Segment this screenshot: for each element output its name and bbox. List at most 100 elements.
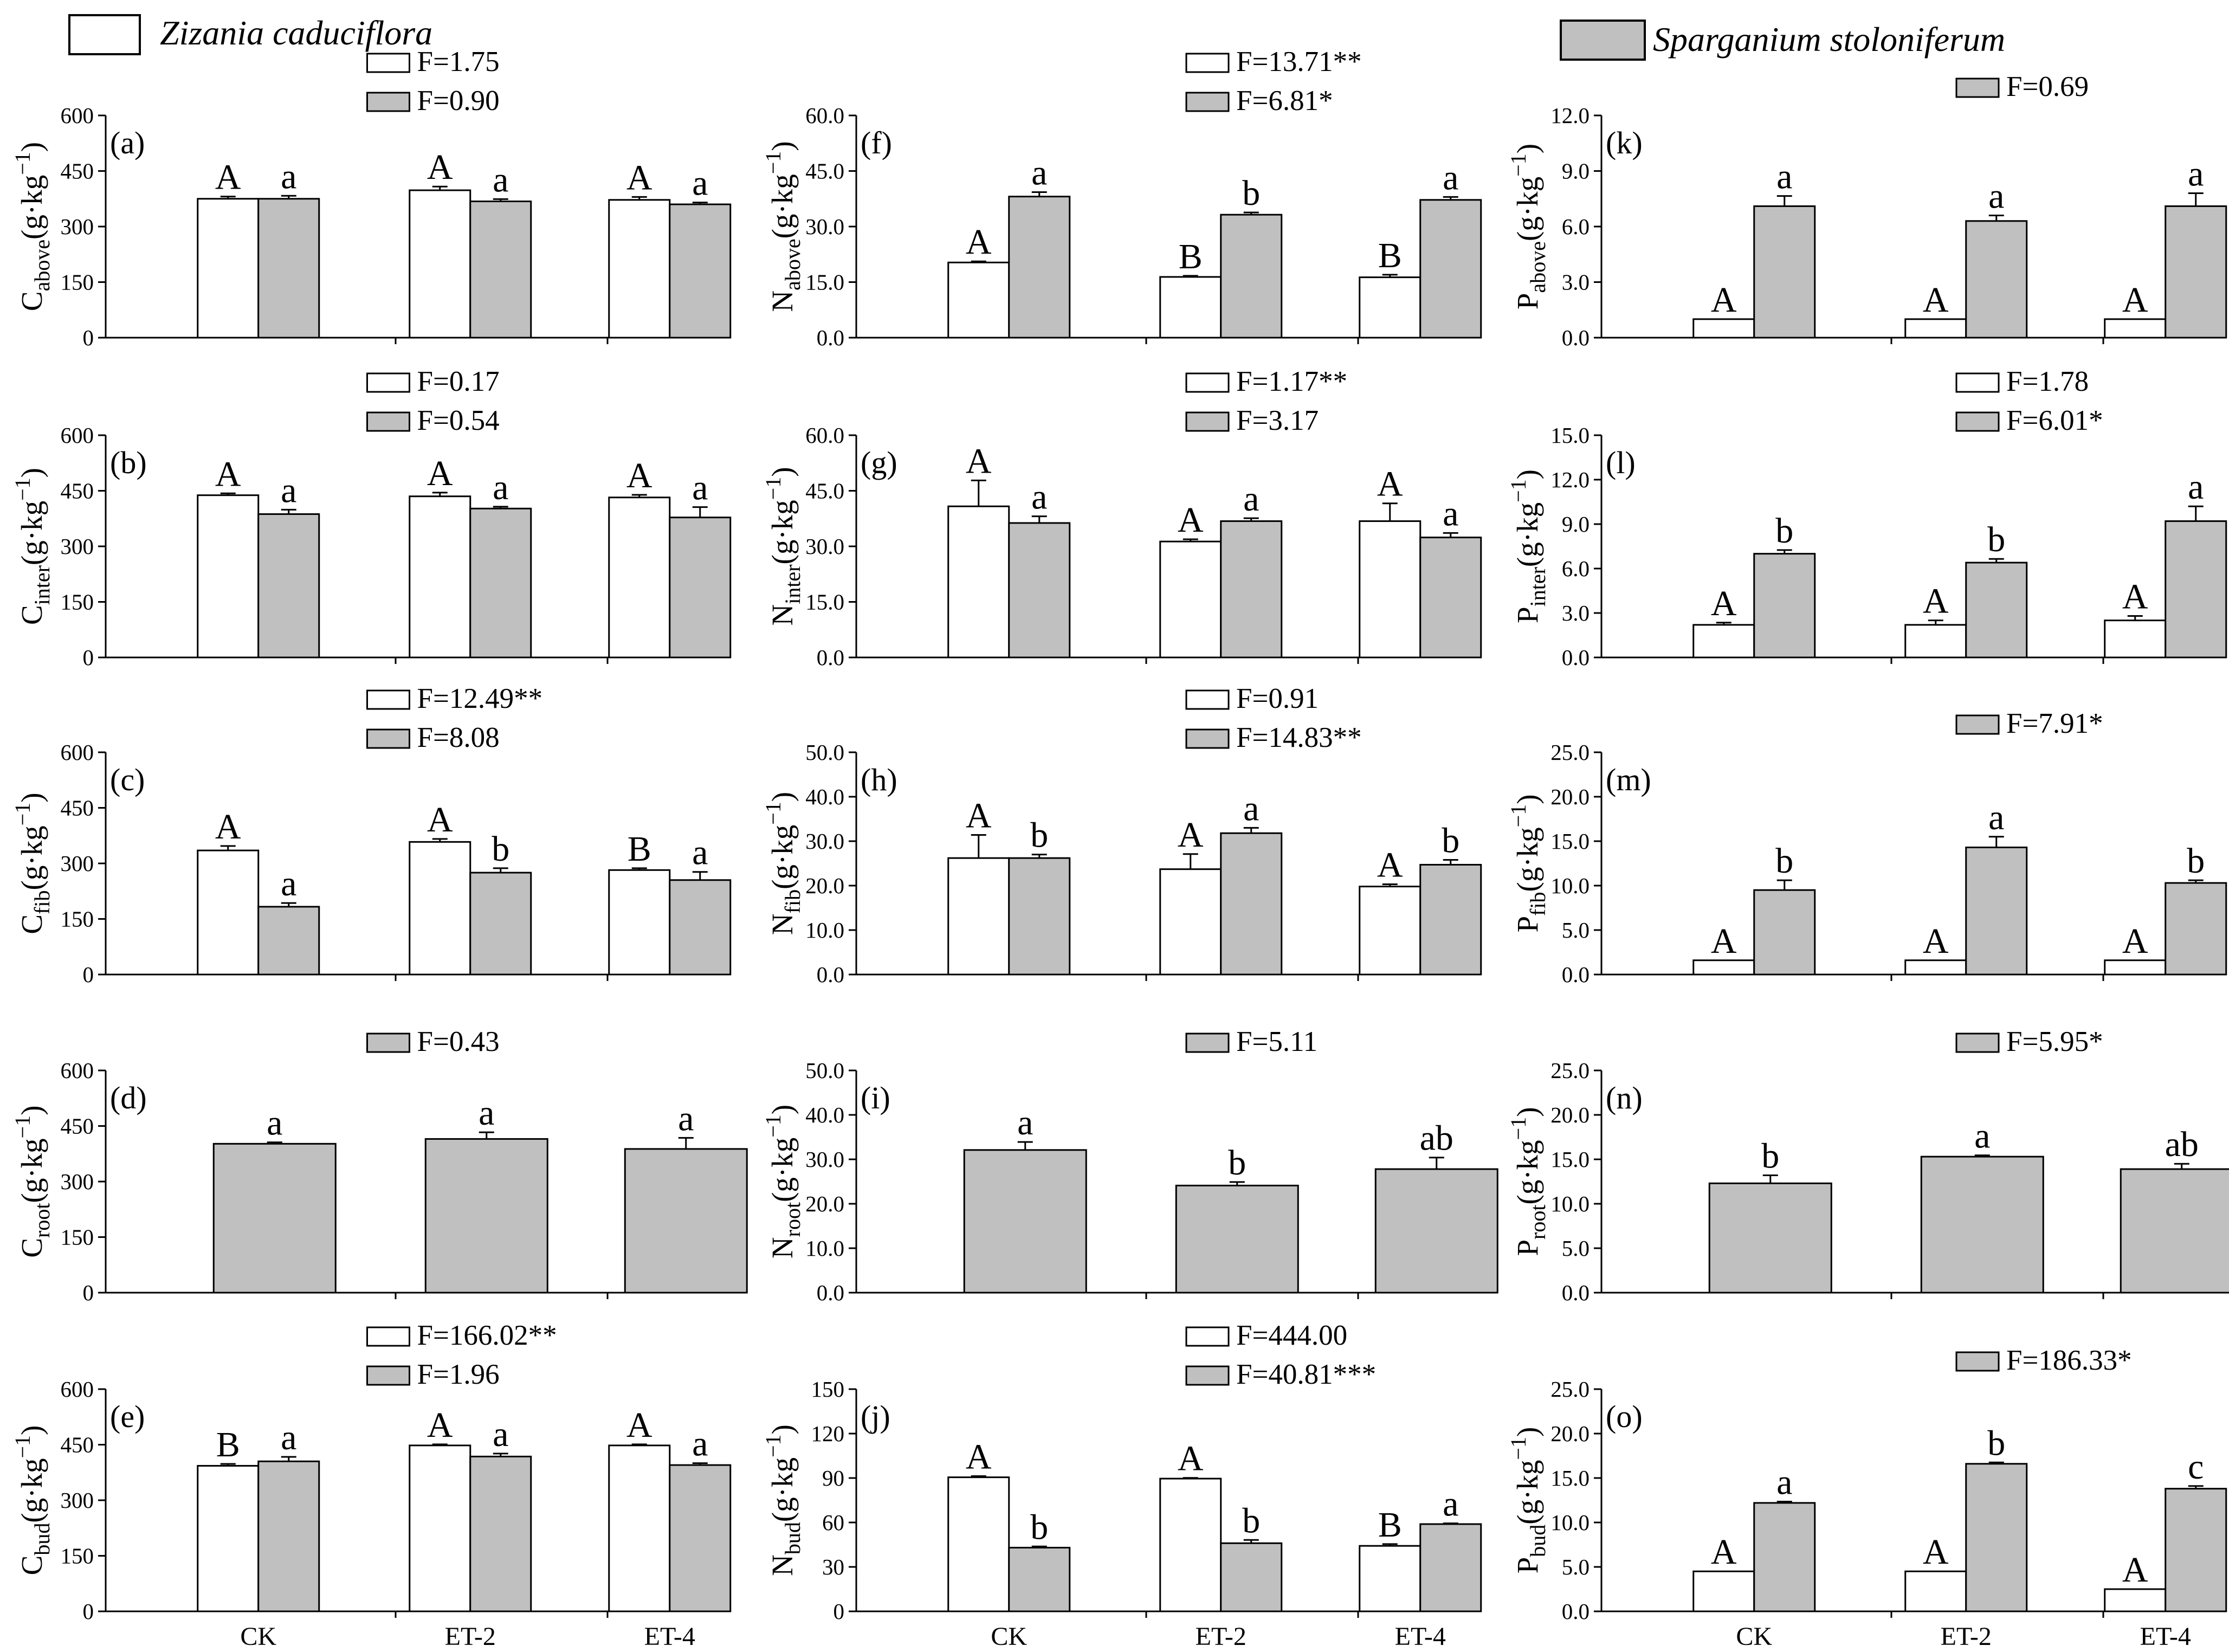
y-label-exp: −1 xyxy=(1506,153,1530,177)
x-category-label: ET-4 xyxy=(644,1622,695,1651)
panel-label: (g) xyxy=(861,445,897,480)
y-tick-label: 45.0 xyxy=(805,159,844,184)
significance-letter: b xyxy=(1242,173,1260,213)
y-tick-label: 600 xyxy=(61,1377,94,1402)
significance-letter: A xyxy=(2122,577,2148,616)
y-label-sub: bud xyxy=(780,1522,805,1554)
y-label-close: ) xyxy=(1511,794,1544,804)
y-tick-label: 15.0 xyxy=(805,270,844,295)
y-label-element: C xyxy=(15,605,48,625)
f-legend-swatch xyxy=(1185,728,1230,749)
significance-letter: A xyxy=(1178,1439,1204,1479)
significance-letter: B xyxy=(628,829,651,869)
y-label-element: P xyxy=(1511,916,1544,933)
y-tick-label: 0.0 xyxy=(1562,325,1590,350)
significance-letter: b xyxy=(492,829,509,869)
significance-letter: a xyxy=(692,468,708,508)
y-label-unit: (g·kg xyxy=(15,1138,48,1203)
y-tick-label: 15.0 xyxy=(1550,1147,1590,1172)
y-tick-label: 60 xyxy=(822,1510,844,1535)
y-tick-label: 0.0 xyxy=(817,325,844,350)
significance-letter: A xyxy=(1711,921,1737,961)
y-label-element: N xyxy=(766,1554,799,1576)
y-label-element: P xyxy=(1511,293,1544,309)
y-tick-label: 25.0 xyxy=(1550,740,1590,765)
bar-sparganium-CK xyxy=(257,1460,320,1612)
y-tick-label: 600 xyxy=(61,103,94,128)
y-label-exp: −1 xyxy=(761,1434,785,1457)
y-label-exp: −1 xyxy=(761,1114,785,1138)
y-tick-label: 0 xyxy=(834,1599,845,1624)
significance-letter: A xyxy=(1711,1532,1737,1572)
y-axis-label: Pinter(g·kg−1) xyxy=(1506,469,1550,623)
bar-zizania-CK xyxy=(1692,318,1755,339)
y-label-element: N xyxy=(766,291,799,312)
bar-zizania-ET-2 xyxy=(1904,959,1967,976)
f-legend-swatch xyxy=(366,92,410,112)
f-legend-swatch xyxy=(366,372,410,393)
bar-zizania-ET-2 xyxy=(1159,1477,1222,1612)
f-legend-swatch xyxy=(1955,78,2000,98)
bar-zizania-ET-4 xyxy=(1359,1545,1422,1612)
y-tick-label: 90 xyxy=(822,1466,844,1490)
x-category-label: ET-2 xyxy=(445,1622,496,1651)
bar-sparganium-CK xyxy=(1753,553,1816,659)
bar-sparganium-ET-2 xyxy=(1965,1463,2028,1612)
y-label-exp: −1 xyxy=(10,1115,35,1139)
bar-zizania-ET-2 xyxy=(1904,318,1967,339)
panel-m: 0.0 5.0 10.0 15.0 20.0 25.0 Pfib(g·kg−1) (m) A A A… xyxy=(1506,708,2227,987)
bar-zizania-ET-2 xyxy=(1159,868,1222,976)
bar-sparganium-ET-2 xyxy=(424,1138,548,1294)
bar-sparganium-CK xyxy=(1753,889,1816,976)
f-legend-swatch xyxy=(366,1032,410,1053)
y-label-element: P xyxy=(1511,1557,1544,1574)
y-tick-label: 30.0 xyxy=(805,534,844,559)
y-tick-label: 25.0 xyxy=(1550,1377,1590,1402)
y-tick-label: 0.0 xyxy=(1562,1599,1590,1624)
y-label-exp: −1 xyxy=(761,477,785,500)
significance-letter: B xyxy=(216,1425,240,1464)
significance-letter: b xyxy=(1987,1423,2005,1463)
f-statistic: F=14.83** xyxy=(1236,722,1362,753)
y-label-unit: (g·kg xyxy=(766,1138,799,1202)
bar-zizania-ET-4 xyxy=(2104,959,2167,976)
bar-zizania-ET-4 xyxy=(2104,1588,2167,1612)
y-axis-label: Proot(g·kg−1) xyxy=(1506,1107,1550,1256)
f-legend-swatch xyxy=(1185,92,1230,112)
y-tick-label: 12.0 xyxy=(1550,467,1590,492)
f-statistic: F=1.17** xyxy=(1236,366,1347,397)
legend-white-swatch xyxy=(68,14,141,55)
significance-letter: c xyxy=(2188,1447,2204,1487)
panel-b: 0 150 300 450 600 Cinter(g·kg−1) (b) A A Aa a a F=0.… xyxy=(10,366,732,670)
y-tick-label: 20.0 xyxy=(805,873,844,898)
panel-label: (d) xyxy=(110,1080,147,1115)
y-label-sub: inter xyxy=(780,564,805,604)
significance-letter: A xyxy=(966,1437,992,1476)
f-statistic: F=186.33* xyxy=(2006,1345,2132,1376)
significance-letter: A xyxy=(1923,1532,1949,1572)
y-label-unit: (g·kg xyxy=(15,501,48,565)
y-label-exp: −1 xyxy=(761,802,785,825)
y-label-sub: bud xyxy=(1526,1525,1550,1557)
panel-label: (k) xyxy=(1606,125,1643,160)
panel-d: 0 150 300 450 600 Croot(g·kg−1) (d) a a a F=0.43 xyxy=(10,1026,748,1305)
significance-letter: a xyxy=(281,864,296,904)
y-axis-label: Croot(g·kg−1) xyxy=(10,1105,54,1257)
f-legend-swatch xyxy=(1185,1032,1230,1053)
bar-sparganium-CK xyxy=(1008,196,1071,339)
bar-sparganium-CK xyxy=(257,198,320,339)
y-tick-label: 0.0 xyxy=(817,1280,844,1305)
y-label-unit: (g·kg xyxy=(1511,827,1544,892)
panel-label: (m) xyxy=(1606,762,1651,797)
f-statistic: F=1.96 xyxy=(417,1359,500,1390)
y-axis-label: Nfib(g·kg−1) xyxy=(761,792,805,935)
significance-letter: A xyxy=(427,1405,453,1445)
significance-letter: A xyxy=(1178,815,1204,855)
y-tick-label: 300 xyxy=(61,214,94,239)
y-label-element: C xyxy=(15,1238,48,1258)
f-statistic: F=0.43 xyxy=(417,1026,500,1057)
legend-sparganium: Sparganium stoloniferum xyxy=(1560,20,2005,61)
y-label-unit: (g·kg xyxy=(766,1457,799,1522)
